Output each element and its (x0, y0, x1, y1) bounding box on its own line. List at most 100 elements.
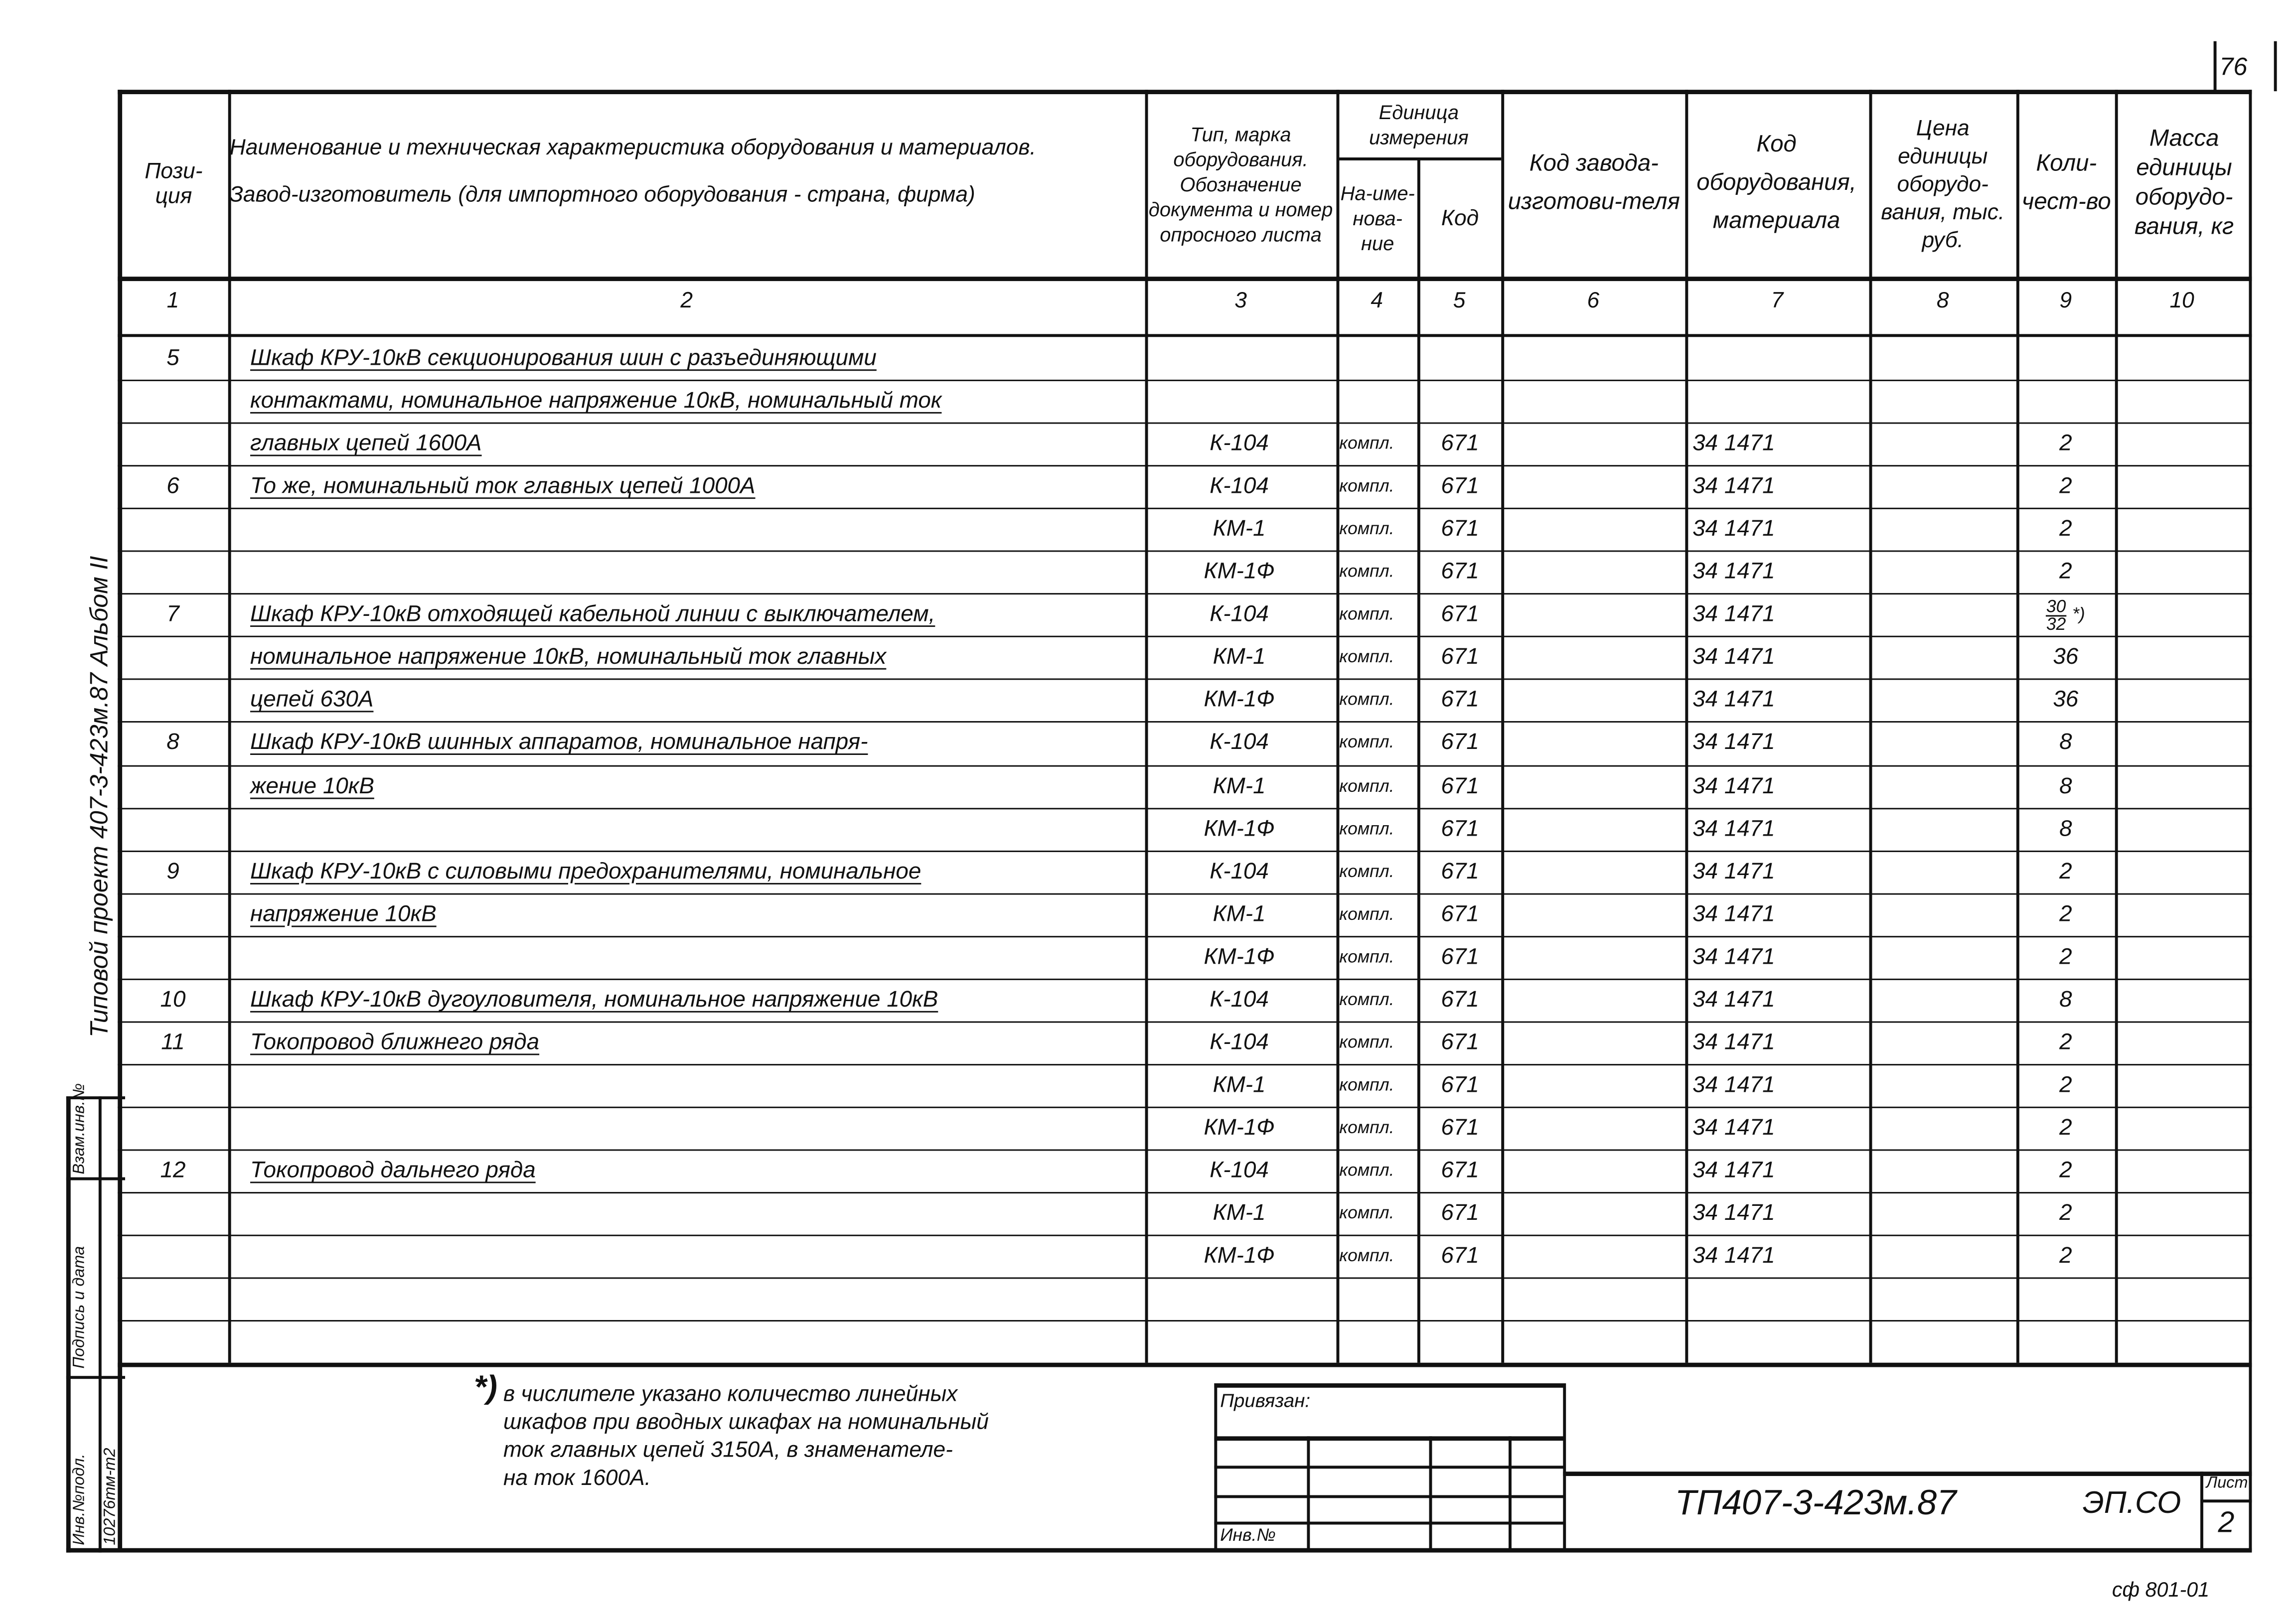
cell-type: К-104 (1210, 431, 1269, 456)
cell-quantity: 2 (2059, 559, 2072, 585)
cell-unit: компл. (1339, 945, 1394, 967)
column-divider (2016, 90, 2019, 1363)
cell-unit-code: 671 (1441, 559, 1479, 585)
sheet-label: Лист (2206, 1474, 2248, 1492)
cell-unit: компл. (1339, 475, 1394, 496)
cell-material-code: 34 1471 (1692, 1030, 1775, 1055)
document-code: ТП407-3-423м.87 (1675, 1483, 1957, 1523)
cell-quantity: 2 (2059, 1158, 2072, 1183)
inv-label: Инв.№ (1220, 1524, 1276, 1545)
row-divider (118, 380, 2252, 382)
column-number: 6 (1587, 288, 1600, 314)
cell-name: Шкаф КРУ-10кВ с силовыми предохранителям… (250, 859, 921, 884)
row-divider (118, 593, 2252, 595)
cell-type: КМ-1 (1213, 517, 1266, 542)
row-divider (118, 807, 2252, 809)
cell-unit-code: 671 (1441, 645, 1479, 670)
footnote-line: ток главных цепей 3150А, в знаменателе- (503, 1438, 953, 1463)
cell-quantity: 2 (2059, 901, 2072, 927)
stamp-label-original-inv: Инв.№подл. (70, 1454, 89, 1545)
column-number: 7 (1771, 288, 1784, 314)
row-divider (118, 1106, 2252, 1108)
cell-unit: компл. (1339, 603, 1394, 625)
cell-quantity: 8 (2059, 731, 2072, 756)
cell-unit: компл. (1339, 988, 1394, 1010)
cell-quantity: 2 (2059, 1115, 2072, 1141)
cell-unit: компл. (1339, 732, 1394, 753)
cell-unit-code: 671 (1441, 1158, 1479, 1183)
cell-material-code: 34 1471 (1692, 1200, 1775, 1226)
cell-material-code: 34 1471 (1692, 474, 1775, 499)
cell-type: К-104 (1210, 859, 1269, 884)
cell-name: То же, номинальный ток главных цепей 100… (250, 474, 756, 499)
page-number: 76 (2219, 53, 2248, 81)
column-number: 5 (1453, 288, 1466, 314)
column-number: 10 (2169, 288, 2194, 314)
row-divider (118, 422, 2252, 424)
cell-position: 6 (166, 474, 179, 499)
cell-unit-code: 671 (1441, 474, 1479, 499)
row-divider (118, 1149, 2252, 1151)
header-factory-code: Код завода-изготови-теля (1508, 151, 1680, 215)
row-divider (118, 1192, 2252, 1194)
cell-type: КМ-1Ф (1204, 816, 1275, 841)
cell-type: КМ-1Ф (1204, 1243, 1275, 1269)
cell-material-code: 34 1471 (1692, 859, 1775, 884)
row-divider (118, 722, 2252, 724)
cell-material-code: 34 1471 (1692, 816, 1775, 841)
header-unit-group: Единица измерения (1369, 101, 1469, 149)
cell-position: 8 (166, 731, 179, 756)
cell-type: К-104 (1210, 1158, 1269, 1183)
cell-material-code: 34 1471 (1692, 1115, 1775, 1141)
cell-type: КМ-1 (1213, 1072, 1266, 1098)
cell-unit-code: 671 (1441, 731, 1479, 756)
cell-material-code: 34 1471 (1692, 559, 1775, 585)
cell-unit: компл. (1339, 646, 1394, 667)
column-number: 1 (166, 288, 179, 314)
quantity-denominator: 32 (2046, 613, 2066, 634)
cell-position: 9 (166, 859, 179, 884)
format-code: сф 801-01 (2112, 1577, 2210, 1602)
cell-quantity: 2 (2059, 1200, 2072, 1226)
cell-type: КМ-1 (1213, 645, 1266, 670)
header-mass: Масса единицы оборудо-вания, кг (2134, 126, 2234, 240)
footnote-text: в числителе указано количество линейных … (503, 1380, 989, 1492)
cell-unit-code: 671 (1441, 517, 1479, 542)
stamp-inv-value: 10276тм-т2 (101, 1448, 120, 1545)
row-divider (118, 978, 2252, 980)
row-divider (118, 1234, 2252, 1236)
cell-position: 10 (160, 987, 186, 1013)
cell-material-code: 34 1471 (1692, 517, 1775, 542)
cell-unit: компл. (1339, 433, 1394, 453)
footnote-line: в числителе указано количество линейных (503, 1382, 958, 1407)
row-divider (118, 1021, 2252, 1023)
cell-unit-code: 671 (1441, 859, 1479, 884)
cell-material-code: 34 1471 (1692, 645, 1775, 670)
cell-quantity: 2 (2059, 517, 2072, 542)
cell-quantity: 2 (2059, 1072, 2072, 1098)
row-divider (118, 551, 2252, 553)
quantity-note: *) (2072, 603, 2085, 625)
cell-type: КМ-1Ф (1204, 1115, 1275, 1141)
cell-unit-code: 671 (1441, 431, 1479, 456)
column-divider (1336, 90, 1339, 1363)
cell-unit: компл. (1339, 1117, 1394, 1138)
cell-unit-code: 671 (1441, 602, 1479, 627)
column-divider (1685, 90, 1687, 1363)
cell-position: 12 (160, 1158, 186, 1183)
cell-quantity: 2 (2059, 944, 2072, 970)
cell-unit: компл. (1339, 1202, 1394, 1223)
cell-material-code: 34 1471 (1692, 602, 1775, 627)
row-divider (118, 508, 2252, 510)
cell-unit: компл. (1339, 774, 1394, 796)
cell-unit-code: 671 (1441, 816, 1479, 841)
column-divider (1145, 90, 1148, 1363)
cell-position: 11 (161, 1030, 185, 1055)
row-divider (118, 892, 2252, 894)
cell-name: Шкаф КРУ-10кВ шинных аппаратов, номиналь… (250, 731, 868, 756)
header-quantity: Коли-чест-во (2021, 151, 2111, 215)
cell-type: К-104 (1210, 602, 1269, 627)
cell-name: Шкаф КРУ-10кВ секционирования шин с разъ… (250, 346, 877, 371)
column-divider (1417, 157, 1420, 1363)
row-divider (118, 679, 2252, 681)
